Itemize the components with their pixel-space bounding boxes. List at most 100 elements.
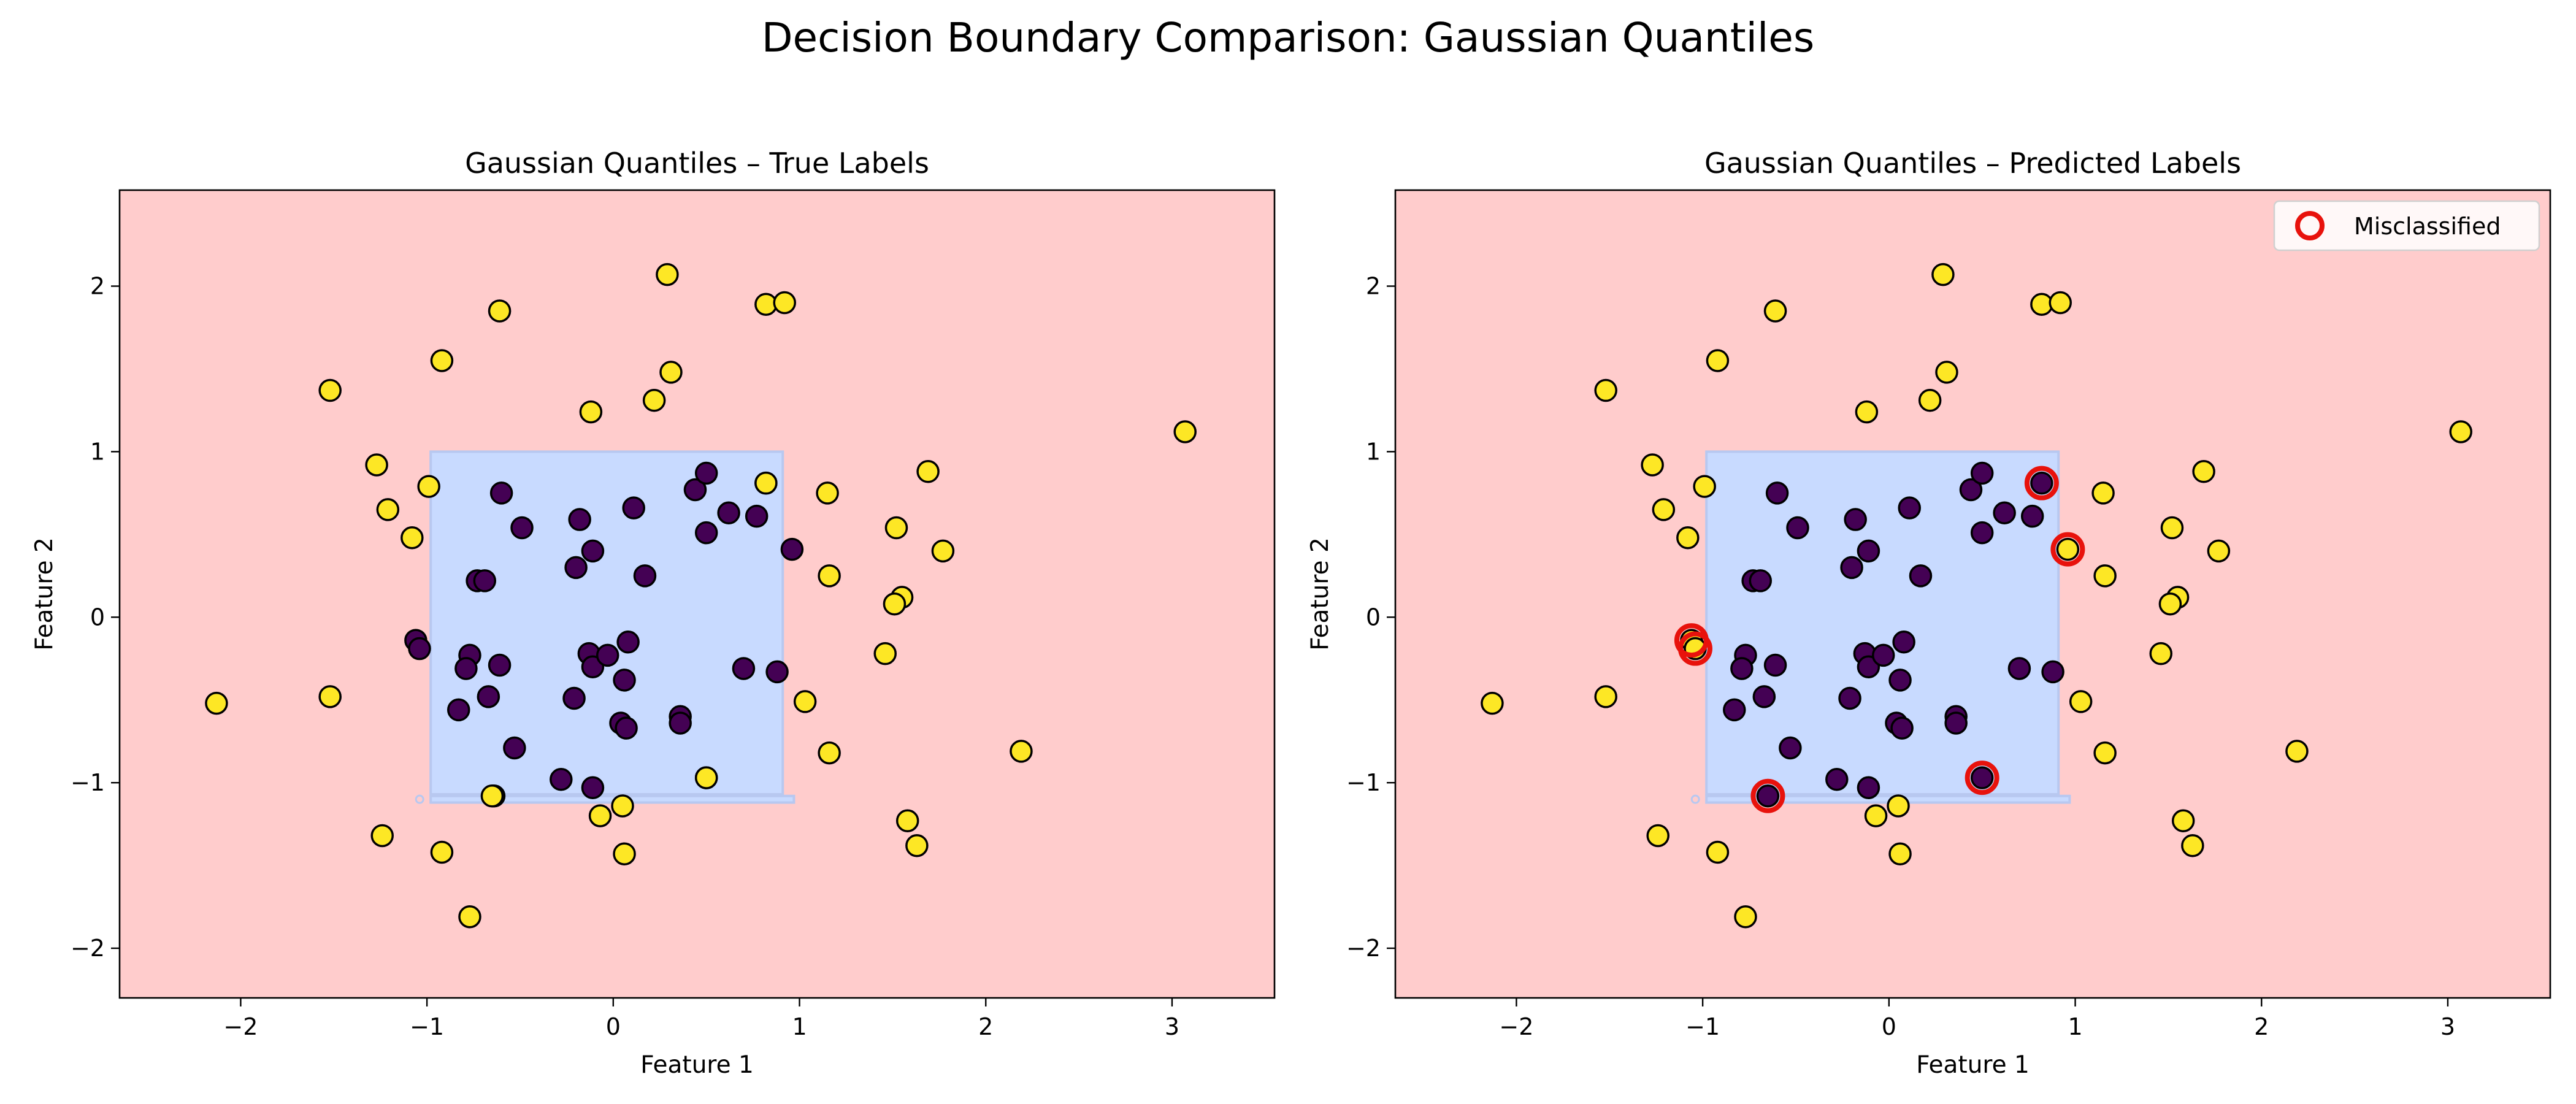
data-point-inner <box>581 776 605 800</box>
data-point-outer <box>1594 378 1617 402</box>
data-point-outer <box>2056 537 2080 561</box>
data-point-outer <box>1481 691 1504 715</box>
data-point-outer <box>931 539 955 563</box>
data-point-inner <box>1840 556 1863 580</box>
data-point-outer <box>1918 388 1942 412</box>
data-point-outer <box>365 453 388 477</box>
data-point-outer <box>694 766 718 789</box>
data-point-inner <box>1970 766 1994 789</box>
data-point-outer <box>816 481 839 505</box>
data-point-inner <box>780 537 804 561</box>
x-tick-label: −2 <box>1499 1013 1533 1040</box>
data-point-inner <box>1752 685 1776 708</box>
data-point-inner <box>765 660 789 684</box>
data-point-outer <box>2160 516 2184 540</box>
data-point-outer <box>1734 905 1757 929</box>
data-point-outer <box>318 685 342 708</box>
data-point-outer <box>2149 642 2172 665</box>
data-point-inner <box>488 653 512 677</box>
data-point-outer <box>1935 361 1958 384</box>
data-point-outer <box>916 460 940 483</box>
data-point-inner <box>745 504 769 528</box>
data-point-outer <box>895 809 919 832</box>
x-tick-label: 1 <box>2068 1013 2082 1040</box>
x-tick-label: 3 <box>2440 1013 2455 1040</box>
data-point-inner <box>596 643 619 667</box>
y-tick-label: 0 <box>90 604 105 631</box>
chart-panel-1: −2 −1 0 1 2 3 −2 −1 0 1 2 Gaussian Quantiles – True… <box>31 147 1276 1079</box>
y-axis-label: Feature 2 <box>1306 537 1334 651</box>
data-point-inner <box>581 655 605 678</box>
data-point-inner <box>2041 660 2064 684</box>
data-point-inner <box>633 564 657 588</box>
x-tick-label: 1 <box>792 1013 807 1040</box>
data-point-outer <box>417 475 440 498</box>
data-point-outer <box>2207 539 2231 563</box>
data-point-inner <box>613 669 636 692</box>
data-point-inner <box>1959 478 1983 502</box>
legend-marker-misclassified <box>2295 211 2325 240</box>
data-point-inner <box>1765 481 1789 505</box>
x-tick-label: 2 <box>978 1013 993 1040</box>
panel-title: Gaussian Quantiles – Predicted Labels <box>1704 147 2241 180</box>
data-point-outer <box>458 905 481 929</box>
region-inner-dot <box>415 794 424 804</box>
data-point-outer <box>1763 299 1787 323</box>
plot-area <box>1395 190 2550 998</box>
y-tick-label: 1 <box>1366 438 1381 465</box>
y-tick-label: −2 <box>1346 935 1381 962</box>
data-point-outer <box>1706 840 1730 864</box>
data-point-inner <box>473 569 497 592</box>
data-point-inner <box>1786 516 1809 540</box>
data-point-inner <box>1888 669 1912 692</box>
x-tick-label: −1 <box>410 1013 444 1040</box>
data-point-inner <box>1730 657 1754 680</box>
data-point-inner <box>1993 501 2016 525</box>
data-point-inner <box>1871 643 1895 667</box>
data-point-outer <box>656 263 679 286</box>
data-point-inner <box>564 556 588 580</box>
data-point-inner <box>1756 784 1780 808</box>
chart-panel-2: −2 −1 0 1 2 3 −2 −1 0 1 2 Gaussian Quantiles – Pred… <box>1306 147 2551 1079</box>
data-point-outer <box>1931 263 1955 286</box>
data-point-inner <box>683 478 707 502</box>
data-point-outer <box>793 690 817 713</box>
data-point-outer <box>1693 475 1716 498</box>
data-point-outer <box>1652 498 1676 521</box>
data-point-outer <box>2069 690 2093 713</box>
misclassified-marker <box>2050 532 2085 567</box>
axes-frame <box>1394 189 2551 999</box>
data-point-outer <box>318 378 342 402</box>
data-point-outer <box>611 794 634 818</box>
data-point-outer <box>642 388 666 412</box>
y-tick-label: −1 <box>1346 769 1381 796</box>
data-point-inner <box>1970 521 1994 545</box>
data-point-outer <box>818 741 841 765</box>
panel-title: Gaussian Quantiles – True Labels <box>465 147 929 180</box>
data-point-outer <box>773 291 796 315</box>
data-point-inner <box>447 698 470 722</box>
data-point-outer <box>1887 794 1910 818</box>
data-point-inner <box>2020 504 2044 528</box>
data-point-inner <box>1857 776 1880 800</box>
x-tick-label: 2 <box>2254 1013 2269 1040</box>
data-point-inner <box>510 516 534 540</box>
data-point-outer <box>1173 420 1197 443</box>
data-point-outer <box>2181 834 2204 857</box>
data-point-inner <box>694 461 718 485</box>
data-point-inner <box>1838 686 1861 710</box>
data-point-outer <box>905 834 929 857</box>
data-point-outer <box>659 361 683 384</box>
data-point-inner <box>454 657 478 680</box>
data-point-inner <box>732 657 756 680</box>
data-point-outer <box>1888 842 1912 865</box>
data-point-outer <box>1676 526 1700 550</box>
region-inner-dot <box>1690 794 1700 804</box>
data-point-outer <box>1641 453 1664 477</box>
data-point-inner <box>694 521 718 545</box>
data-point-outer <box>2192 460 2215 483</box>
data-point-inner <box>1909 564 1933 588</box>
data-point-inner <box>616 631 640 654</box>
data-point-outer <box>2158 592 2182 616</box>
